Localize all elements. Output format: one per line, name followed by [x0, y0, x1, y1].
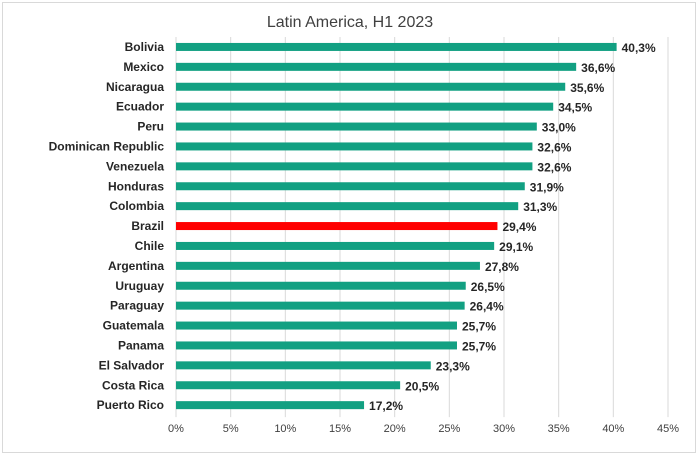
category-label: Nicaragua: [106, 80, 164, 94]
x-tick-label: 30%: [493, 423, 515, 435]
value-label: 26,4%: [470, 300, 504, 314]
bar: [176, 82, 566, 91]
value-label: 36,6%: [581, 61, 615, 75]
category-label: Dominican Republic: [49, 139, 165, 153]
category-label: Puerto Rico: [97, 398, 164, 412]
value-label: 26,5%: [471, 280, 505, 294]
bar: [176, 182, 525, 191]
category-label: Honduras: [108, 179, 164, 193]
category-label: Uruguay: [115, 279, 164, 293]
x-tick-label: 40%: [602, 423, 624, 435]
bar: [176, 62, 577, 71]
value-label: 27,8%: [485, 260, 519, 274]
bar: [176, 401, 365, 410]
category-label: El Salvador: [99, 358, 165, 372]
category-label: Panama: [118, 338, 164, 352]
chart-title: Latin America, H1 2023: [267, 14, 433, 31]
x-tick-label: 35%: [548, 423, 570, 435]
value-label: 17,2%: [369, 399, 403, 413]
value-label: 31,9%: [530, 180, 564, 194]
x-tick-label: 45%: [657, 423, 679, 435]
x-tick-label: 5%: [223, 423, 239, 435]
value-label: 32,6%: [537, 140, 571, 154]
category-label: Bolivia: [125, 40, 165, 54]
bar: [176, 381, 401, 390]
value-label: 32,6%: [537, 160, 571, 174]
bar: [176, 162, 533, 171]
bar: [176, 321, 457, 330]
category-label: Paraguay: [110, 299, 164, 313]
category-label: Brazil: [131, 219, 164, 233]
category-label: Venezuela: [106, 159, 164, 173]
bars: [176, 42, 617, 410]
category-label: Mexico: [123, 60, 164, 74]
value-label: 29,4%: [502, 220, 536, 234]
bar: [176, 222, 498, 231]
value-label: 25,7%: [462, 339, 496, 353]
bar: [176, 281, 466, 290]
bar: [176, 102, 554, 111]
category-label: Ecuador: [116, 100, 164, 114]
category-label: Chile: [135, 239, 165, 253]
value-labels: 40,3% 36,6% 35,6% 34,5% 33,0% 32,6% 32,6% 31,9%…: [369, 41, 656, 413]
category-label: Guatemala: [103, 319, 165, 333]
value-label: 29,1%: [499, 240, 533, 254]
value-label: 23,3%: [436, 359, 470, 373]
bar: [176, 142, 533, 151]
value-label: 35,6%: [570, 81, 604, 95]
category-label: Colombia: [109, 199, 164, 213]
value-label: 33,0%: [542, 121, 576, 135]
value-label: 40,3%: [622, 41, 656, 55]
bar: [176, 202, 519, 211]
value-label: 25,7%: [462, 320, 496, 334]
category-label: Costa Rica: [102, 378, 164, 392]
category-labels: Bolivia Mexico Nicaragua Ecuador Peru Dominic…: [49, 40, 165, 412]
bar: [176, 341, 457, 350]
x-tick-label: 15%: [329, 423, 351, 435]
bar: [176, 361, 431, 370]
bar: [176, 241, 495, 250]
gridlines: [175, 37, 669, 418]
x-tick-label: 0%: [168, 423, 184, 435]
x-tick-label: 25%: [438, 423, 460, 435]
bar: [176, 42, 617, 51]
value-label: 20,5%: [405, 379, 439, 393]
category-label: Peru: [137, 120, 164, 134]
bar: [176, 261, 480, 270]
x-tick-label: 10%: [274, 423, 296, 435]
value-label: 34,5%: [558, 101, 592, 115]
bar: [176, 301, 465, 310]
value-label: 31,3%: [523, 200, 557, 214]
category-label: Argentina: [108, 259, 164, 273]
x-tick-label: 20%: [384, 423, 406, 435]
bar: [176, 122, 537, 131]
x-axis-ticks: 0% 5% 10% 15% 20% 25% 30% 35% 40% 45%: [168, 423, 679, 435]
